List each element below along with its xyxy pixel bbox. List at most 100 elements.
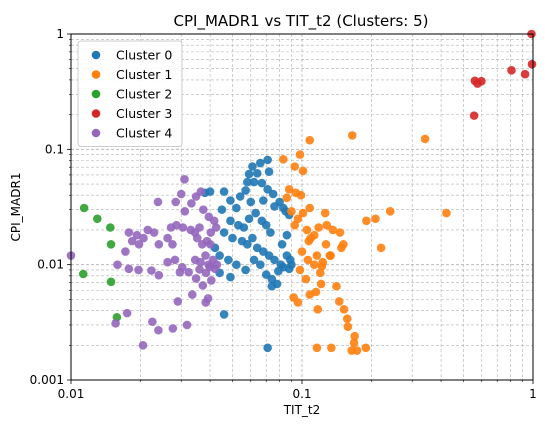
data-point bbox=[219, 310, 229, 319]
data-point bbox=[154, 240, 164, 249]
data-point bbox=[148, 317, 157, 327]
data-point bbox=[111, 319, 120, 328]
data-point bbox=[298, 166, 308, 176]
data-point bbox=[371, 214, 380, 224]
data-point bbox=[442, 208, 451, 218]
chart-title: CPI_MADR1 vs TIT_t2 (Clusters: 5) bbox=[174, 12, 429, 31]
data-point bbox=[290, 162, 300, 171]
data-point bbox=[180, 174, 189, 184]
data-point bbox=[201, 251, 210, 260]
data-point bbox=[243, 240, 252, 249]
data-point bbox=[270, 202, 279, 211]
data-point bbox=[259, 196, 268, 205]
data-point bbox=[246, 197, 256, 207]
data-point bbox=[263, 155, 272, 165]
data-point bbox=[206, 228, 216, 237]
data-points bbox=[66, 29, 537, 355]
data-point bbox=[197, 240, 207, 249]
y-tick-label: 0.1 bbox=[45, 142, 64, 156]
data-point bbox=[347, 131, 357, 140]
data-point bbox=[263, 343, 272, 353]
data-point bbox=[224, 255, 233, 265]
data-point bbox=[268, 189, 278, 199]
data-point bbox=[249, 255, 259, 265]
data-point bbox=[337, 243, 346, 253]
data-point bbox=[113, 260, 122, 269]
data-point bbox=[168, 324, 178, 333]
data-point bbox=[232, 203, 241, 213]
data-point bbox=[207, 276, 216, 285]
legend-label: Cluster 2 bbox=[116, 87, 172, 102]
data-point bbox=[147, 266, 156, 275]
data-point bbox=[196, 187, 206, 196]
data-point bbox=[195, 265, 204, 274]
legend-label: Cluster 1 bbox=[116, 67, 172, 82]
data-point bbox=[226, 196, 235, 205]
data-point bbox=[305, 135, 315, 145]
data-point bbox=[277, 240, 287, 249]
data-point bbox=[93, 214, 102, 224]
data-point bbox=[298, 208, 308, 218]
data-point bbox=[322, 220, 332, 230]
data-point bbox=[264, 167, 274, 176]
data-point bbox=[313, 305, 323, 314]
data-point bbox=[232, 260, 241, 269]
data-point bbox=[171, 197, 181, 207]
data-point bbox=[266, 228, 275, 237]
data-point bbox=[297, 247, 307, 256]
legend-marker bbox=[91, 50, 101, 60]
data-point bbox=[166, 223, 176, 232]
data-point bbox=[282, 230, 292, 240]
data-point bbox=[284, 185, 294, 194]
data-point bbox=[328, 225, 338, 235]
data-point bbox=[209, 216, 219, 226]
data-point bbox=[279, 154, 288, 164]
data-point bbox=[293, 298, 303, 307]
data-point bbox=[304, 236, 314, 246]
data-point bbox=[235, 192, 245, 201]
data-point bbox=[287, 207, 296, 216]
data-point bbox=[168, 240, 177, 249]
data-point bbox=[241, 186, 250, 195]
data-point bbox=[187, 199, 196, 208]
data-point bbox=[295, 150, 305, 159]
data-point bbox=[215, 251, 224, 260]
data-point bbox=[124, 228, 134, 237]
data-point bbox=[317, 261, 327, 271]
data-point bbox=[290, 220, 300, 230]
data-point bbox=[78, 269, 88, 279]
data-point bbox=[249, 177, 259, 187]
data-point bbox=[122, 308, 132, 318]
data-point bbox=[173, 297, 183, 306]
data-point bbox=[327, 343, 336, 353]
data-point bbox=[239, 223, 249, 232]
data-point bbox=[170, 255, 180, 265]
data-point bbox=[362, 216, 371, 226]
data-point bbox=[477, 76, 486, 86]
y-tick-label: 1 bbox=[56, 27, 64, 41]
data-point bbox=[320, 208, 330, 218]
data-point bbox=[326, 251, 335, 260]
data-point bbox=[293, 214, 303, 224]
data-point bbox=[184, 267, 193, 277]
data-point bbox=[520, 69, 530, 79]
data-point bbox=[305, 203, 315, 213]
data-point bbox=[244, 169, 254, 179]
data-point bbox=[316, 279, 326, 289]
data-point bbox=[121, 247, 130, 256]
data-point bbox=[248, 233, 257, 243]
legend-label: Cluster 4 bbox=[116, 126, 172, 141]
data-point bbox=[217, 205, 227, 214]
legend-marker bbox=[91, 89, 101, 99]
data-point bbox=[180, 207, 190, 216]
data-point bbox=[282, 193, 292, 203]
x-tick-label: 0.01 bbox=[58, 387, 85, 401]
data-point bbox=[270, 255, 279, 265]
data-point bbox=[376, 243, 386, 253]
data-point bbox=[507, 66, 516, 75]
data-point bbox=[187, 290, 197, 299]
data-point bbox=[251, 208, 260, 218]
data-point bbox=[385, 207, 395, 216]
data-point bbox=[132, 230, 142, 240]
data-point bbox=[134, 240, 144, 249]
